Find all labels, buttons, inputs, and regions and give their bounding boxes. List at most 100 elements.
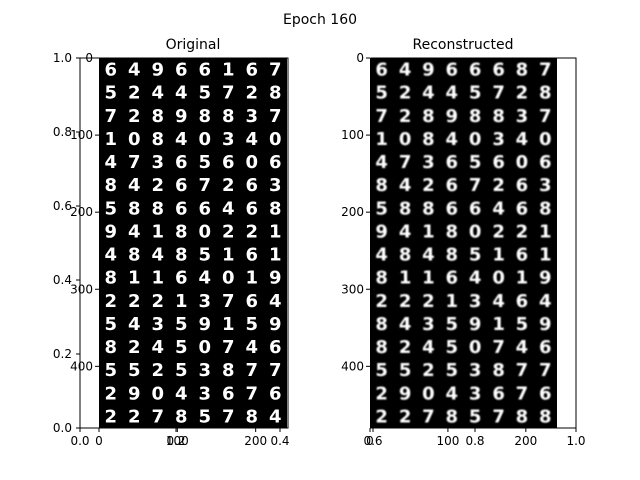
digit-cell: 5 <box>105 198 118 219</box>
reconstructed-image <box>370 58 557 428</box>
digit-cell: 4 <box>246 337 259 358</box>
digit-cell: 2 <box>152 360 165 381</box>
digit-cell: 6 <box>539 337 552 358</box>
digit-cell: 2 <box>128 83 141 104</box>
digit-cell: 7 <box>516 360 529 381</box>
digit-cell: 9 <box>152 60 165 81</box>
digit-cell: 0 <box>222 268 235 289</box>
digit-cell: 6 <box>175 198 188 219</box>
digit-cell: 6 <box>222 383 235 404</box>
original-panel: Original 6 4 9 6 6 1 6 75 2 4 4 5 7 2 87 2 8 9 8 8 3 71 0 8 4 0 3 4… <box>70 37 287 448</box>
digit-cell: 3 <box>152 314 165 335</box>
digit-cell: 6 <box>539 383 552 404</box>
digit-cell: 7 <box>539 60 552 81</box>
digit-cell: 5 <box>375 83 388 104</box>
y-tick-label: 400 <box>341 359 364 373</box>
digit-cell: 8 <box>269 198 282 219</box>
outer-x-tick-label: 0.4 <box>270 434 289 448</box>
digit-cell: 5 <box>446 314 459 335</box>
digit-cell: 1 <box>128 268 141 289</box>
digit-cell: 7 <box>152 406 165 427</box>
digit-cell: 1 <box>152 221 165 242</box>
digit-cell: 2 <box>399 337 412 358</box>
digit-cell: 8 <box>375 337 388 358</box>
x-tick-label: 0 <box>95 434 103 448</box>
digit-cell: 2 <box>152 291 165 312</box>
digit-cell: 6 <box>246 175 259 196</box>
digit-cell: 7 <box>269 60 282 81</box>
digit-cell: 4 <box>128 221 141 242</box>
digit-cell: 6 <box>222 152 235 173</box>
x-tick-label: 100 <box>166 434 189 448</box>
digit-cell: 0 <box>469 337 482 358</box>
digit-cell: 2 <box>128 406 141 427</box>
digit-cell: 1 <box>399 268 412 289</box>
digit-cell: 4 <box>516 337 529 358</box>
digit-cell: 0 <box>469 221 482 242</box>
digit-cell: 3 <box>222 129 235 150</box>
digit-cell: 4 <box>269 406 282 427</box>
digit-cell: 4 <box>399 60 412 81</box>
digit-cell: 0 <box>492 268 505 289</box>
digit-cell: 4 <box>128 175 141 196</box>
digit-cell: 4 <box>375 152 388 173</box>
digit-cell: 6 <box>446 175 459 196</box>
digit-cell: 4 <box>105 245 118 266</box>
digit-cell: 4 <box>375 245 388 266</box>
digit-cell: 2 <box>516 221 529 242</box>
digit-cell: 4 <box>175 83 188 104</box>
digit-cell: 0 <box>199 129 212 150</box>
digit-cell: 2 <box>375 291 388 312</box>
digit-cell: 8 <box>469 106 482 127</box>
digit-cell: 0 <box>128 129 141 150</box>
digit-cell: 4 <box>175 129 188 150</box>
digit-cell: 5 <box>446 337 459 358</box>
digit-cell: 5 <box>105 314 118 335</box>
digit-cell: 4 <box>128 314 141 335</box>
digit-cell: 2 <box>422 175 435 196</box>
digit-cell: 7 <box>199 175 212 196</box>
digit-cell: 0 <box>152 383 165 404</box>
digit-cell: 6 <box>105 60 118 81</box>
digit-cell: 0 <box>469 129 482 150</box>
digit-cell: 7 <box>269 360 282 381</box>
digit-cell: 4 <box>469 268 482 289</box>
digit-cell: 6 <box>175 175 188 196</box>
digit-cell: 8 <box>375 175 388 196</box>
digit-cell: 8 <box>422 198 435 219</box>
digit-cell: 2 <box>105 406 118 427</box>
digit-cell: 5 <box>375 360 388 381</box>
digit-cell: 5 <box>105 83 118 104</box>
digit-cell: 1 <box>539 245 552 266</box>
digit-cell: 3 <box>469 360 482 381</box>
digit-cell: 4 <box>539 291 552 312</box>
digit-cell: 3 <box>492 129 505 150</box>
digit-cell: 8 <box>246 406 259 427</box>
digit-cell: 3 <box>199 291 212 312</box>
y-tick-label: 0 <box>356 51 364 65</box>
digit-cell: 6 <box>516 175 529 196</box>
digit-cell: 1 <box>175 291 188 312</box>
digit-cell: 8 <box>222 106 235 127</box>
x-tick-label: 200 <box>514 434 537 448</box>
digit-cell: 3 <box>269 175 282 196</box>
digit-cell: 9 <box>539 268 552 289</box>
digit-cell: 8 <box>516 406 529 427</box>
digit-cell: 8 <box>175 406 188 427</box>
digit-cell: 1 <box>269 221 282 242</box>
digit-cell: 0 <box>516 152 529 173</box>
digit-cell: 8 <box>399 198 412 219</box>
outer-y-tick-label: 0.0 <box>53 421 72 435</box>
digit-cell: 6 <box>175 60 188 81</box>
digit-cell: 7 <box>246 383 259 404</box>
digit-cell: 9 <box>399 383 412 404</box>
digit-cell: 7 <box>539 360 552 381</box>
digit-cell: 8 <box>492 106 505 127</box>
digit-cell: 8 <box>446 245 459 266</box>
digit-cell: 2 <box>128 106 141 127</box>
reconstructed-digit-grid: 6 4 9 6 6 6 8 75 2 4 4 5 7 2 87 2 8 9 8 8 3 71 0 8 4 0 3 4 04 7 3 6 5 6 0 6… <box>375 60 551 428</box>
digit-cell: 4 <box>422 337 435 358</box>
digit-cell: 5 <box>199 406 212 427</box>
